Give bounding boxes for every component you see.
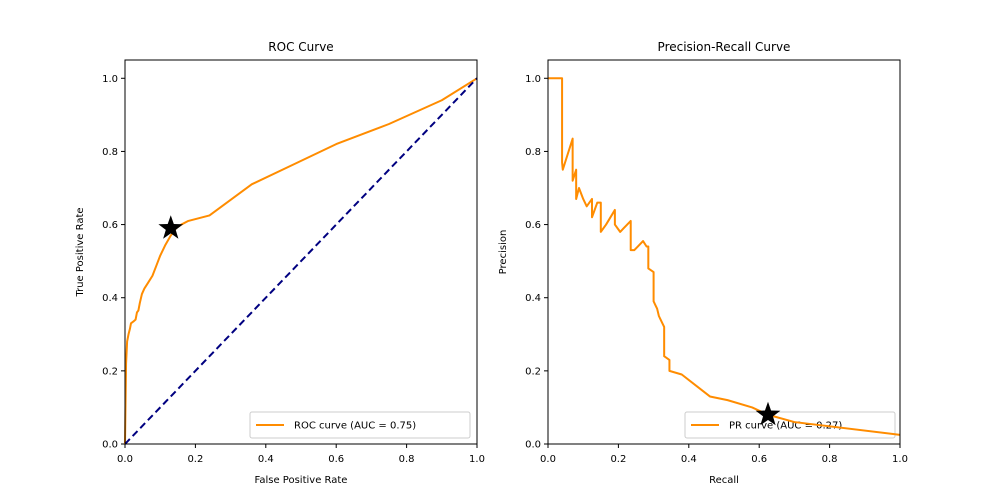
- pr-y-tick-label: 0.0: [525, 440, 541, 451]
- pr-legend-label: PR curve (AUC = 0.27): [729, 421, 842, 432]
- roc-x-tick-label: 0.2: [187, 454, 203, 465]
- pr-legend-box: [684, 411, 896, 439]
- pr-y-tick-label: 0.6: [525, 220, 541, 231]
- pr-title: Precision-Recall Curve: [658, 40, 791, 54]
- roc-series-curve: [124, 77, 478, 445]
- roc-optimal-point-star: [158, 215, 184, 239]
- pr-chart: Precision-Recall Curve Recall Precision …: [498, 40, 908, 486]
- pr-x-tick-label: 0.6: [751, 454, 767, 465]
- roc-x-tick-label: 0.0: [117, 454, 133, 465]
- roc-x-tick-label: 1.0: [469, 454, 485, 465]
- roc-y-tick-label: 0.8: [102, 147, 118, 158]
- pr-y-tick-label: 0.2: [525, 366, 541, 377]
- roc-legend-box: [249, 411, 471, 439]
- roc-ticks: 0.0 0.2 0.4 0.6 0.8 1.0 0.0 0.2 0.4 0.6 0.8 1.0: [102, 74, 485, 465]
- roc-axes-frame: [124, 59, 478, 445]
- pr-marker: [755, 401, 781, 426]
- roc-series-chance-line: [124, 77, 478, 445]
- pr-series-curve: [548, 77, 901, 436]
- roc-x-tick-label: 0.8: [399, 454, 415, 465]
- pr-x-tick-label: 0.4: [681, 454, 697, 465]
- pr-x-tick-label: 1.0: [892, 454, 908, 465]
- roc-x-tick-label: 0.4: [258, 454, 274, 465]
- pr-y-tick-label: 1.0: [525, 74, 541, 85]
- roc-y-tick-label: 0.6: [102, 220, 118, 231]
- roc-legend-label: ROC curve (AUC = 0.75): [294, 421, 416, 432]
- roc-legend: ROC curve (AUC = 0.75): [249, 411, 471, 439]
- roc-title: ROC Curve: [268, 40, 333, 54]
- roc-marker: [158, 215, 184, 239]
- pr-optimal-point-star: [755, 401, 781, 426]
- roc-y-tick-label: 0.0: [102, 440, 118, 451]
- pr-axes-frame: [547, 59, 901, 445]
- roc-x-axis-label: False Positive Rate: [255, 475, 348, 486]
- pr-ticks: 0.0 0.2 0.4 0.6 0.8 1.0 0.0 0.2 0.4 0.6 0.8 1.0: [525, 74, 908, 465]
- pr-x-tick-label: 0.0: [540, 454, 556, 465]
- pr-y-tick-label: 0.4: [525, 293, 541, 304]
- pr-y-tick-label: 0.8: [525, 147, 541, 158]
- pr-x-tick-label: 0.8: [822, 454, 838, 465]
- pr-legend: PR curve (AUC = 0.27): [684, 411, 896, 439]
- roc-chart: ROC Curve False Positive Rate True Posit…: [75, 40, 485, 486]
- pr-x-axis-label: Recall: [709, 475, 739, 486]
- roc-y-tick-label: 0.4: [102, 293, 118, 304]
- roc-curves: [124, 77, 478, 445]
- pr-x-tick-label: 0.2: [610, 454, 626, 465]
- pr-y-axis-label: Precision: [498, 230, 509, 275]
- roc-y-tick-label: 0.2: [102, 366, 118, 377]
- roc-y-tick-label: 1.0: [102, 74, 118, 85]
- roc-x-tick-label: 0.6: [328, 454, 344, 465]
- roc-y-axis-label: True Positive Rate: [75, 207, 86, 297]
- pr-curves: [548, 77, 901, 436]
